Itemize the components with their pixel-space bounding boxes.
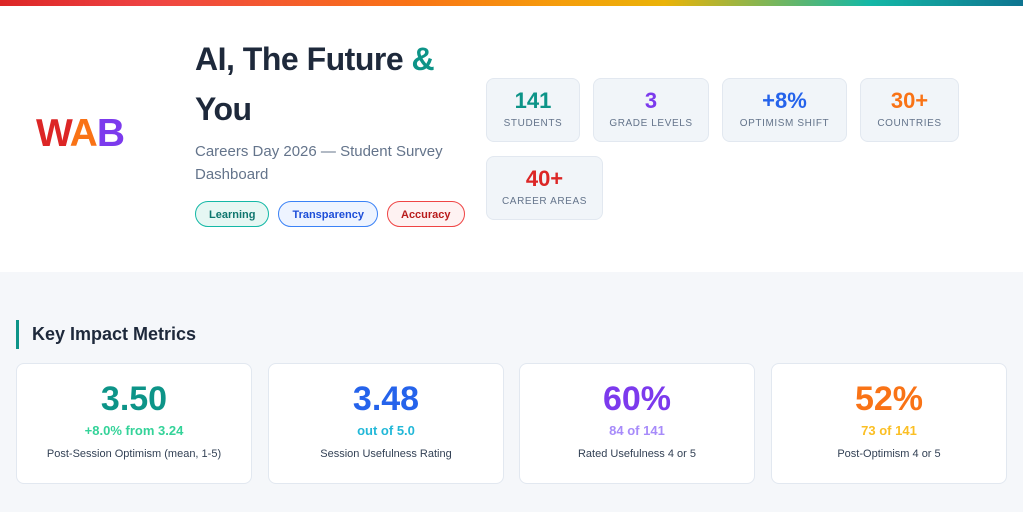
page-title: AI, The Future & You [195,41,435,127]
stat-career-areas: 40+ CAREER AREAS [486,156,603,220]
stat-students: 141 STUDENTS [486,78,580,142]
stat-optimism-shift: +8% OPTIMISM SHIFT [722,78,847,142]
page-subtitle: Careers Day 2026 — Student Survey Dashbo… [195,143,443,183]
tag-learning[interactable]: Learning [195,201,270,227]
tag-list: Learning Transparency Accuracy [195,201,465,227]
metric-card-optimism: 3.50 +8.0% from 3.24 Post-Session Optimi… [16,363,252,484]
tag-accuracy[interactable]: Accuracy [387,201,465,227]
metric-card-rated-usefulness: 60% 84 of 141 Rated Usefulness 4 or 5 [519,363,755,484]
wab-logo: WAB [36,112,125,155]
stat-countries: 30+ COUNTRIES [860,78,959,142]
metric-card-post-optimism: 52% 73 of 141 Post-Optimism 4 or 5 [771,363,1007,484]
section-title: Key Impact Metrics [16,320,196,349]
stat-grade-levels: 3 GRADE LEVELS [593,78,709,142]
gradient-top-bar [0,0,1023,6]
tag-transparency[interactable]: Transparency [278,201,378,227]
metric-card-usefulness: 3.48 out of 5.0 Session Usefulness Ratin… [268,363,504,484]
